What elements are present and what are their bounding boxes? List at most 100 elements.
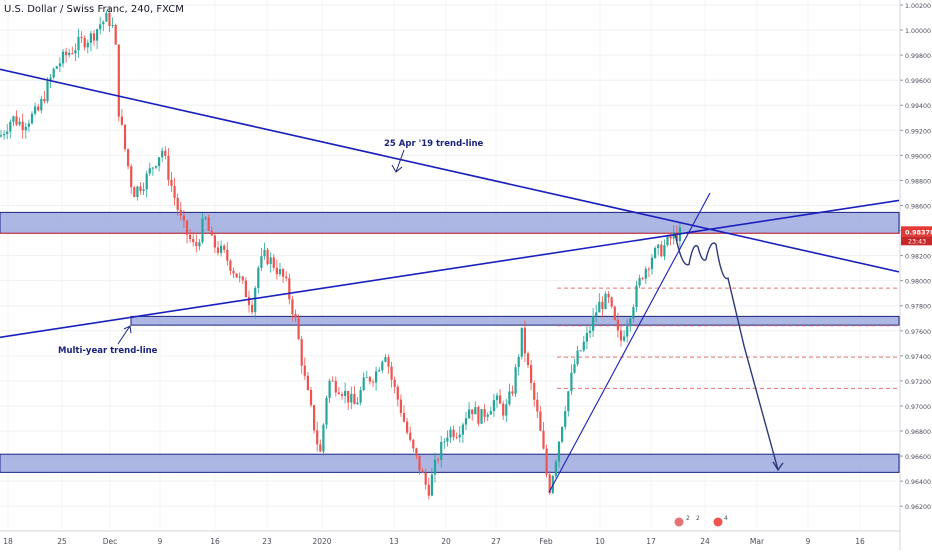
candle-body [623,336,626,341]
candle-body [127,149,130,167]
candle-body [173,185,176,198]
candle-body [325,397,328,425]
candle-body [514,367,517,394]
candle-body [347,390,350,403]
candle-body [0,135,3,137]
candle-body [216,247,220,253]
x-tick-label: 16 [210,537,220,546]
projection-path [674,233,779,471]
candle-body [27,123,30,127]
candle-body [89,33,92,43]
candle-body [300,339,303,366]
candle-body [189,234,192,240]
x-tick-label: 18 [3,537,13,546]
candle-body [6,131,9,135]
candle-body [492,400,495,412]
candle-body [139,186,142,192]
candle-body [440,441,443,460]
x-tick-label: Mar [750,537,765,546]
candle-body [288,278,291,300]
event-count-label: 2 [696,515,700,522]
y-tick-label: 0.98200 [905,254,931,261]
candle-body [77,36,80,51]
candle-body [604,293,607,310]
candle-body [433,459,437,475]
x-tick-label: 23 [262,537,272,546]
candle-body [483,409,486,417]
candle-body [523,327,526,354]
candle-body [638,277,641,286]
candle-body [43,98,46,102]
candle-body [176,197,179,210]
candle-body [480,409,483,424]
event-flag-icon [674,517,684,527]
y-tick-label: 0.99800 [905,53,931,60]
candle-body [291,299,294,315]
candle-body [3,134,6,136]
candle-body [449,429,452,438]
candle-body [511,391,514,394]
candle-body [111,25,114,26]
y-tick-label: 0.97400 [905,354,931,361]
candle-body [365,377,368,378]
y-tick-label: 0.98000 [905,279,931,286]
candle-body [297,317,300,340]
candle-body [235,273,238,278]
candle-body [319,444,322,452]
y-tick-label: 0.97800 [905,304,931,311]
candle-body [573,364,576,373]
y-tick-label: 0.99600 [905,78,931,85]
trend-line-rising [548,192,711,493]
candle-body [371,381,375,383]
candle-body [195,242,198,247]
candle-body [393,379,396,387]
candle-body [427,484,430,496]
candle-body [61,51,65,64]
candle-body [133,187,136,198]
candle-body [136,186,139,198]
candle-body [570,372,573,392]
candle-body [619,330,623,341]
candle-body [117,44,120,117]
event-count-label: 4 [724,515,728,522]
candle-body [387,357,390,367]
candle-body [179,209,182,216]
candle-body [585,332,588,342]
candle-body [170,179,173,186]
candle-body [92,33,96,41]
x-tick-label: 20 [441,537,451,546]
candle-body [418,455,421,471]
candle-body [508,391,511,405]
candle-body [499,395,502,404]
candle-body [154,166,158,168]
y-tick-label: 0.99200 [905,128,931,135]
candle-body [331,380,334,382]
candle-body [381,361,384,371]
y-tick-label: 1.00200 [905,3,931,10]
candle-body [461,424,464,435]
candle-body [232,270,235,274]
candle-body [213,235,216,248]
candle-body [375,371,378,383]
candle-body [266,249,269,265]
trend-line-apr [0,68,900,273]
candle-body [486,414,489,417]
candle-body [530,365,533,384]
candle-body [421,470,424,473]
candle-body [322,424,325,452]
candle-body [644,268,647,279]
candle-body [99,24,102,30]
candle-body [21,121,24,131]
candle-body [356,402,359,405]
candle-body [18,121,21,125]
candle-body [55,66,58,69]
candle-body [151,167,154,169]
annotation-arrow-apr [391,149,405,173]
candle-body [37,106,40,111]
candle-body [610,297,613,307]
candle-body [350,393,353,403]
x-tick-label: Feb [539,537,553,546]
candle-body [130,166,133,188]
